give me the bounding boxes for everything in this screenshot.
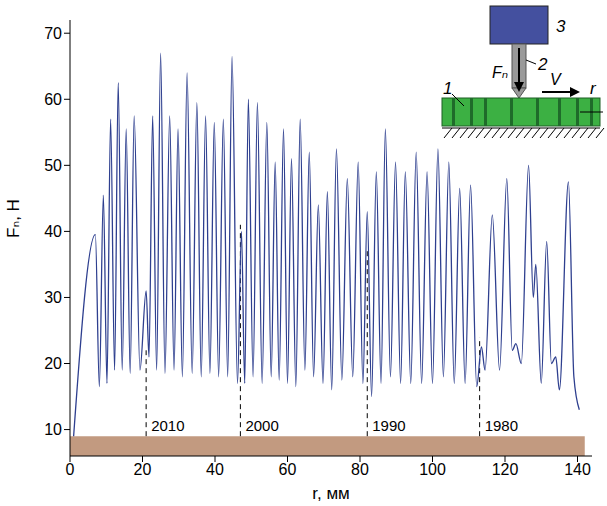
svg-text:r, мм: r, мм: [312, 484, 350, 503]
svg-text:140: 140: [564, 461, 591, 478]
svg-text:2000: 2000: [245, 417, 278, 434]
svg-text:1980: 1980: [485, 417, 518, 434]
svg-text:V: V: [550, 71, 562, 88]
svg-text:80: 80: [351, 461, 369, 478]
svg-text:1: 1: [443, 79, 452, 98]
svg-text:r: r: [590, 79, 597, 98]
svg-text:100: 100: [419, 461, 446, 478]
svg-text:50: 50: [44, 157, 62, 174]
svg-text:60: 60: [44, 91, 62, 108]
svg-text:3: 3: [556, 17, 566, 36]
svg-text:0: 0: [66, 461, 75, 478]
svg-text:2: 2: [537, 55, 548, 74]
svg-text:Fₙ, Н: Fₙ, Н: [4, 199, 23, 238]
svg-text:40: 40: [206, 461, 224, 478]
svg-text:20: 20: [44, 355, 62, 372]
svg-text:2010: 2010: [151, 417, 184, 434]
svg-text:Fₙ: Fₙ: [492, 64, 508, 81]
svg-text:20: 20: [134, 461, 152, 478]
svg-text:40: 40: [44, 223, 62, 240]
svg-text:1990: 1990: [372, 417, 405, 434]
svg-text:30: 30: [44, 289, 62, 306]
svg-text:70: 70: [44, 25, 62, 42]
svg-text:10: 10: [44, 421, 62, 438]
svg-text:120: 120: [492, 461, 519, 478]
svg-text:60: 60: [279, 461, 297, 478]
